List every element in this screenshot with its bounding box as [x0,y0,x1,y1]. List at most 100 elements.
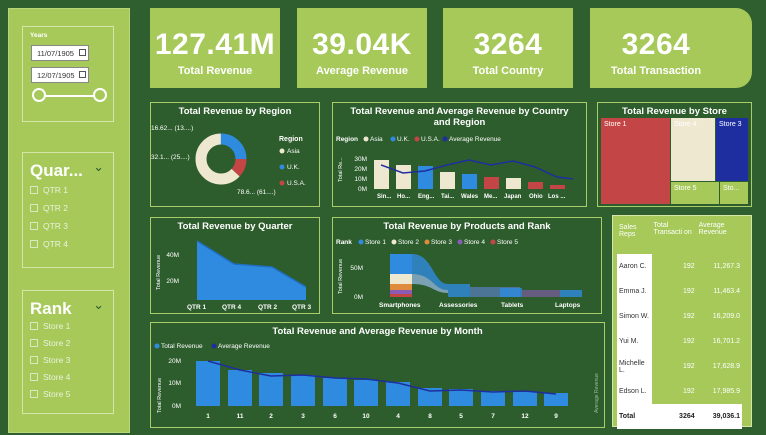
legend-total-revenue[interactable]: Total Revenue [161,343,203,350]
table-row[interactable]: Michelle L. 192 17,628.9 [617,354,742,379]
range-end-handle[interactable] [93,88,107,102]
ribbon-segment[interactable] [390,284,412,290]
quarter-option-1[interactable]: QTR 1 [30,185,68,195]
rank-option-4[interactable]: Store 4 [30,372,70,382]
quarter-chart-plot[interactable]: Total Revenue 40M 20M QTR 1 QTR 4 QTR 2 … [151,232,319,314]
ribbon-segment[interactable] [500,288,522,297]
treemap-store-2[interactable]: Sto... [720,182,748,204]
legend-asia[interactable]: Asia [287,148,300,155]
bar[interactable] [259,373,283,406]
treemap-store-3[interactable]: Store 3 [716,118,748,181]
checkbox[interactable] [30,356,38,364]
checkbox[interactable] [30,204,38,212]
donut-slice-usa[interactable] [195,133,247,185]
bar[interactable] [374,160,389,189]
column-header[interactable]: Sales Reps [619,224,637,238]
table-row[interactable]: Emma J. 192 11,463.4 [617,279,742,304]
quarter-chart[interactable]: Total Revenue by Quarter Total Revenue 4… [150,217,320,314]
month-chart-plot[interactable]: Total Revenue Average Revenue Total Reve… [151,335,604,427]
products-chart[interactable]: Total Revenue by Products and Rank Rank … [332,217,602,314]
bar[interactable] [386,382,410,406]
store-chart[interactable]: Total Revenue by Store Store 1 Store 4 S… [597,102,752,207]
bar[interactable] [323,378,347,406]
checkbox[interactable] [30,186,38,194]
ribbon-segment[interactable] [390,290,412,294]
column-header[interactable]: Total Transacti on [653,222,692,236]
end-date-input[interactable]: 12/07/1905 [31,67,89,83]
ribbon-segment[interactable] [390,274,412,284]
month-chart[interactable]: Total Revenue and Average Revenue by Mon… [150,322,605,428]
bar[interactable] [544,393,568,406]
treemap-store-4[interactable]: Store 4 [671,118,715,181]
checkbox[interactable] [30,322,38,330]
legend-store-4[interactable]: Store 4 [464,239,485,246]
quarter-option-4[interactable]: QTR 4 [30,239,68,249]
rank-option-2[interactable]: Store 2 [30,338,70,348]
bar[interactable] [396,165,411,189]
revenue-area[interactable] [197,241,306,300]
products-chart-plot[interactable]: Rank Store 1 Store 2 Store 3 Store 4 Sto… [333,232,601,314]
ribbon[interactable] [522,290,560,297]
column-header[interactable]: Average Revenue [698,222,727,236]
sales-reps-table[interactable]: Sales Reps Total Transacti on Average Re… [617,218,742,429]
bar[interactable] [462,174,477,189]
bar[interactable] [513,392,537,406]
legend-uk[interactable]: U.K. [287,164,300,171]
bar[interactable] [228,370,252,406]
legend-store-1[interactable]: Store 1 [365,239,386,246]
ribbon-segment[interactable] [448,284,470,297]
quarter-option-2[interactable]: QTR 2 [30,203,68,213]
region-chart[interactable]: Total Revenue by Region 16.62... (13....… [150,102,320,207]
range-start-handle[interactable] [32,88,46,102]
checkbox[interactable] [30,390,38,398]
bar[interactable] [196,361,220,406]
ribbon-segment[interactable] [560,290,582,297]
legend-usa[interactable]: U.S.A. [287,180,306,187]
bar[interactable] [506,178,521,189]
average-revenue-line[interactable] [207,360,557,395]
ribbon-segment[interactable] [390,254,412,274]
bar[interactable] [481,391,505,406]
legend-avg[interactable]: Average Revenue [449,136,501,143]
rank-option-1[interactable]: Store 1 [30,321,70,331]
calendar-icon[interactable] [79,71,86,78]
checkbox[interactable] [30,373,38,381]
legend-store-3[interactable]: Store 3 [431,239,452,246]
legend-store-5[interactable]: Store 5 [497,239,518,246]
table-row[interactable]: Yui M. 192 16,701.2 [617,329,742,354]
region-donut[interactable]: 16.62... (13....) 32.1... (25....) 78.6.… [151,117,319,205]
chevron-down-icon[interactable]: ⌄ [93,159,104,174]
revenue-line[interactable] [196,240,307,288]
rank-option-5[interactable]: Store 5 [30,389,70,399]
checkbox[interactable] [30,222,38,230]
table-row[interactable]: Simon W. 192 16,209.0 [617,304,742,329]
start-date-input[interactable]: 11/07/1905 [31,45,89,61]
legend-usa[interactable]: U.S.A. [421,136,440,143]
table-row[interactable]: Edson L. 192 17,985.9 [617,379,742,404]
bar[interactable] [291,375,315,406]
ribbon-segment[interactable] [390,294,412,297]
bar[interactable] [550,185,565,189]
checkbox[interactable] [30,240,38,248]
bar[interactable] [440,172,455,189]
rank-option-3[interactable]: Store 3 [30,355,70,365]
bar[interactable] [484,177,499,189]
country-chart[interactable]: Total Revenue and Average Revenue by Cou… [332,102,587,207]
average-revenue-line[interactable] [380,159,574,180]
ribbon[interactable] [412,274,448,293]
ribbon[interactable] [470,287,520,297]
legend-uk[interactable]: U.K. [397,136,410,143]
bar[interactable] [449,389,473,406]
legend-store-2[interactable]: Store 2 [398,239,419,246]
donut-slice-asia[interactable] [195,133,247,185]
checkbox[interactable] [30,339,38,347]
table-row[interactable]: Aaron C. 192 11,267.3 [617,254,742,279]
ribbon[interactable] [412,254,448,290]
quarter-option-3[interactable]: QTR 3 [30,221,68,231]
bar[interactable] [418,388,442,406]
chevron-down-icon[interactable]: ⌄ [93,297,104,312]
legend-average-revenue[interactable]: Average Revenue [218,343,270,350]
country-chart-plot[interactable]: Region Asia U.K. U.S.A. Average Revenue … [333,127,586,207]
bar[interactable] [528,182,543,189]
treemap-store-1[interactable]: Store 1 [601,118,670,204]
